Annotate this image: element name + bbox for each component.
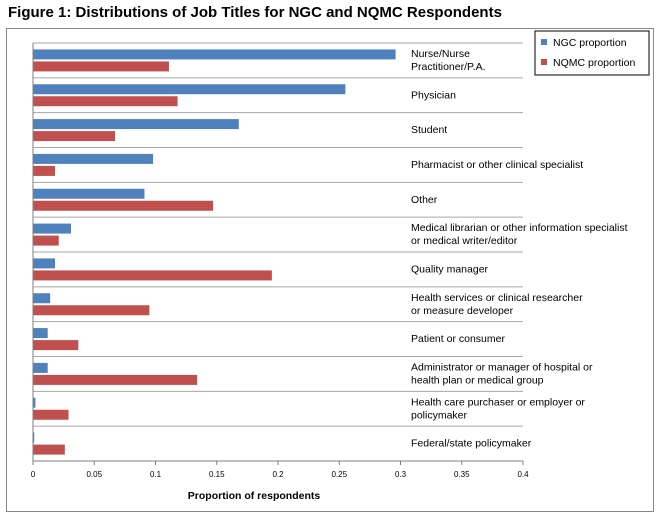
category-label: Physician: [411, 89, 456, 101]
legend-label-nqmc: NQMC proportion: [553, 57, 635, 69]
category-label: Pharmacist or other clinical specialist: [411, 159, 583, 171]
x-axis-title: Proportion of respondents: [188, 490, 321, 502]
x-axis: 0 0.05 0.1 0.15 0.2 0.25 0.3 0.35 0.4: [31, 43, 529, 479]
x-tick-label: 0.05: [86, 470, 102, 479]
category-label: Other: [411, 194, 438, 206]
category-label: Health services or clinical researcher or…: [411, 292, 583, 317]
legend-box: [534, 30, 650, 76]
category-label: Nurse/Nurse Practitioner/P.A.: [411, 48, 486, 73]
bar-ngc: [33, 362, 48, 373]
category-labels: Nurse/Nurse Practitioner/P.A. Physician Stu…: [411, 48, 628, 450]
legend-label-ngc: NGC proportion: [553, 37, 627, 49]
chart-title: Figure 1: Distributions of Job Titles fo…: [8, 4, 502, 21]
bar-nqmc: [33, 340, 79, 351]
category-label-line: Medical librarian or other information s…: [411, 222, 628, 234]
bar-ngc: [33, 84, 346, 95]
category-label: Quality manager: [411, 263, 489, 275]
category-label-line: or medical writer/editor: [411, 235, 518, 247]
bar-nqmc: [33, 305, 150, 316]
bar-ngc: [33, 293, 51, 304]
category-label: Student: [411, 124, 447, 136]
category-label-line: Student: [411, 124, 447, 136]
legend-swatch-nqmc: [541, 59, 547, 65]
bars: [33, 49, 396, 455]
category-label: Health care purchaser or employer or poli…: [411, 396, 585, 421]
category-label: Medical librarian or other information s…: [411, 222, 628, 247]
bar-nqmc: [33, 409, 69, 420]
bar-ngc: [33, 49, 396, 60]
bar-ngc: [33, 119, 239, 130]
bar-nqmc: [33, 165, 56, 176]
category-label: Administrator or manager of hospital or h…: [411, 361, 593, 386]
bar-nqmc: [33, 235, 59, 246]
x-tick-label: 0.35: [454, 470, 470, 479]
category-label-line: health plan or medical group: [411, 374, 544, 386]
bar-ngc: [33, 328, 48, 339]
legend: NGC proportion NQMC proportion: [534, 30, 650, 76]
category-label: Patient or consumer: [411, 333, 505, 345]
legend-swatch-ngc: [541, 39, 547, 45]
category-label-line: Pharmacist or other clinical specialist: [411, 159, 583, 171]
bar-nqmc: [33, 374, 198, 385]
bar-ngc: [33, 258, 56, 269]
category-label-line: Physician: [411, 89, 456, 101]
x-tick-label: 0.1: [150, 470, 162, 479]
x-tick-label: 0: [31, 470, 36, 479]
category-label-line: Health care purchaser or employer or: [411, 396, 585, 408]
bar-nqmc: [33, 270, 272, 281]
category-label-line: Patient or consumer: [411, 333, 505, 345]
bar-chart: Nurse/Nurse Practitioner/P.A. Physician Stu…: [31, 30, 650, 502]
bar-nqmc: [33, 444, 65, 455]
category-label-line: policymaker: [411, 409, 468, 421]
x-tick-label: 0.3: [395, 470, 407, 479]
bar-ngc: [33, 188, 145, 199]
bar-ngc: [33, 397, 36, 408]
category-label-line: Other: [411, 194, 438, 206]
x-tick-label: 0.25: [331, 470, 347, 479]
bar-ngc: [33, 223, 71, 234]
bar-ngc: [33, 153, 154, 164]
x-tick-label: 0.2: [272, 470, 284, 479]
bar-nqmc: [33, 96, 178, 107]
x-tick-label: 0.4: [517, 470, 529, 479]
bar-ngc: [33, 432, 35, 443]
category-label-line: Administrator or manager of hospital or: [411, 361, 593, 373]
bar-nqmc: [33, 200, 214, 211]
category-label-line: or measure developer: [411, 305, 514, 317]
category-label-line: Nurse/Nurse: [411, 48, 470, 60]
category-label: Federal/state policymaker: [411, 438, 532, 450]
category-label-line: Federal/state policymaker: [411, 438, 532, 450]
category-label-line: Health services or clinical researcher: [411, 292, 583, 304]
bar-nqmc: [33, 61, 169, 72]
chart-frame: Nurse/Nurse Practitioner/P.A. Physician Stu…: [6, 28, 654, 512]
category-label-line: Quality manager: [411, 263, 489, 275]
category-label-line: Practitioner/P.A.: [411, 61, 486, 73]
bar-nqmc: [33, 131, 116, 142]
x-tick-label: 0.15: [209, 470, 225, 479]
